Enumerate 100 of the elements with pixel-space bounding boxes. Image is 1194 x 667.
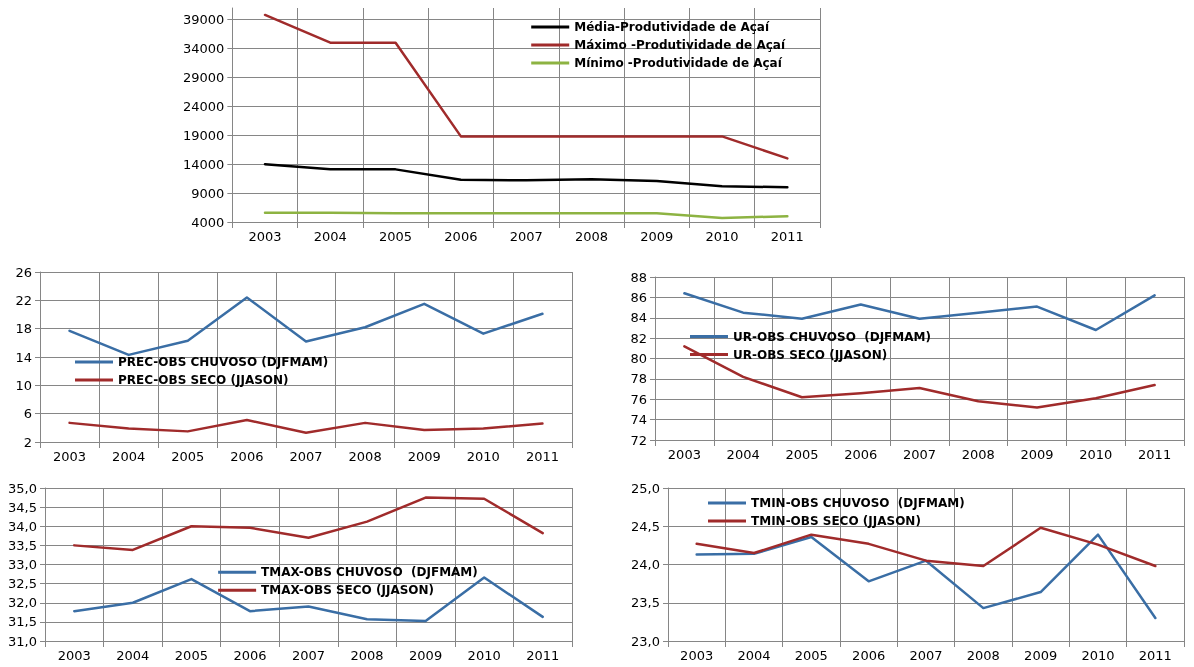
- x-tick-label: 2008: [350, 648, 384, 663]
- line-series: [263, 162, 789, 189]
- legend-label: PREC-OBS CHUVOSO (DJFMAM): [118, 355, 329, 370]
- y-tick-label: 34,5: [8, 499, 37, 515]
- x-tick-label: 2004: [116, 648, 150, 663]
- y-tick-label: 14: [15, 349, 32, 365]
- x-tick-label: 2011: [525, 449, 559, 464]
- legend-label: UR-OBS CHUVOSO (DJFMAM): [733, 329, 931, 344]
- x-tick-label: 2007: [909, 648, 943, 663]
- y-tick-label: 26: [15, 264, 32, 280]
- x-tick-label: 2010: [1081, 648, 1115, 663]
- y-tick-label: 2: [23, 434, 32, 450]
- x-tick-label: 2003: [248, 229, 282, 244]
- y-tick-label: 78: [630, 371, 647, 387]
- x-tick-label: 2004: [726, 447, 760, 462]
- x-tick-label: 2011: [770, 229, 804, 244]
- x-tick-label: 2005: [794, 648, 828, 663]
- y-tick-label: 33,0: [8, 557, 37, 572]
- x-tick-label: 2006: [444, 229, 478, 244]
- x-tick-label: 2004: [313, 229, 347, 244]
- y-tick-label: 24,5: [631, 518, 660, 534]
- x-tick-label: 2005: [171, 449, 205, 464]
- x-tick-label: 2009: [409, 648, 443, 663]
- y-tick-label: 9000: [191, 185, 225, 201]
- legend-label: UR-OBS SECO (JJASON): [733, 347, 888, 362]
- y-tick-label: 33,5: [8, 537, 37, 553]
- y-tick-label: 25,0: [631, 480, 660, 496]
- x-tick-label: 2004: [737, 648, 771, 663]
- y-tick-label: 39000: [183, 12, 225, 28]
- y-tick-label: 74: [630, 412, 647, 428]
- x-tick-label: 2005: [174, 648, 208, 663]
- x-tick-label: 2011: [526, 648, 560, 663]
- y-tick-label: 82: [630, 330, 647, 346]
- x-tick-label: 2006: [844, 447, 878, 462]
- legend-label: PREC-OBS SECO (JJASON): [118, 373, 289, 388]
- y-tick-label: 23,0: [631, 633, 660, 649]
- y-tick-label: 31,5: [8, 614, 37, 630]
- x-tick-label: 2011: [1138, 447, 1172, 462]
- y-tick-label: 32,0: [8, 595, 37, 611]
- legend-label: TMAX-OBS CHUVOSO (DJFMAM): [261, 565, 478, 580]
- legend-label: Média-Produtividade de Açaí: [574, 20, 770, 34]
- x-tick-label: 2003: [680, 648, 714, 663]
- y-tick-label: 18: [15, 321, 32, 337]
- x-tick-label: 2009: [407, 449, 441, 464]
- y-tick-label: 84: [630, 310, 647, 326]
- y-tick-label: 86: [630, 289, 647, 305]
- x-tick-label: 2004: [112, 449, 146, 464]
- x-tick-label: 2010: [467, 648, 501, 663]
- x-tick-label: 2007: [289, 449, 323, 464]
- y-tick-label: 88: [630, 269, 647, 285]
- x-tick-label: 2008: [348, 449, 382, 464]
- y-tick-label: 10: [15, 377, 32, 393]
- y-tick-label: 34,0: [8, 518, 37, 534]
- x-tick-label: 2010: [466, 449, 500, 464]
- line-series: [683, 292, 1156, 332]
- y-tick-label: 35,0: [8, 480, 37, 496]
- line-series: [695, 526, 1157, 568]
- x-tick-label: 2008: [961, 447, 995, 462]
- line-series: [263, 13, 789, 160]
- y-tick-label: 76: [630, 391, 647, 407]
- x-tick-label: 2003: [57, 648, 91, 663]
- x-tick-label: 2007: [509, 229, 543, 244]
- y-tick-label: 24,0: [631, 557, 660, 572]
- y-tick-label: 14000: [183, 156, 225, 172]
- y-tick-label: 23,5: [631, 595, 660, 611]
- y-tick-label: 72: [630, 432, 647, 448]
- y-tick-label: 29000: [183, 69, 225, 85]
- y-tick-label: 6: [23, 406, 32, 422]
- x-tick-label: 2005: [379, 229, 413, 244]
- y-tick-label: 31,0: [8, 633, 37, 649]
- x-tick-label: 2008: [966, 648, 1000, 663]
- x-tick-label: 2006: [233, 648, 267, 663]
- y-tick-label: 34000: [183, 40, 225, 56]
- line-series: [683, 345, 1156, 409]
- line-series: [73, 496, 544, 552]
- legend-label: Mínimo -Produtividade de Açaí: [574, 56, 783, 70]
- x-tick-label: 2003: [53, 449, 87, 464]
- legend-label: TMIN-OBS CHUVOSO (DJFMAM): [751, 496, 965, 510]
- x-tick-label: 2006: [852, 648, 886, 663]
- x-tick-label: 2007: [291, 648, 326, 663]
- x-tick-label: 2005: [785, 447, 819, 462]
- legend-label: Máximo -Produtividade de Açaí: [574, 38, 786, 52]
- line-series: [68, 296, 544, 357]
- line-series: [68, 418, 544, 435]
- x-tick-label: 2006: [230, 449, 264, 464]
- x-tick-label: 2010: [1079, 447, 1113, 462]
- y-tick-label: 80: [630, 351, 647, 366]
- x-tick-label: 2009: [640, 229, 674, 244]
- y-tick-label: 4000: [191, 214, 225, 230]
- legend-label: TMIN-OBS SECO (JJASON): [751, 514, 921, 528]
- x-tick-label: 2007: [902, 447, 937, 462]
- y-tick-label: 19000: [183, 127, 225, 143]
- y-tick-label: 24000: [183, 98, 225, 114]
- y-tick-label: 22: [15, 292, 32, 308]
- legend-label: TMAX-OBS SECO (JJASON): [261, 583, 435, 598]
- y-tick-label: 32,5: [8, 576, 37, 592]
- x-tick-label: 2010: [705, 229, 739, 244]
- x-tick-label: 2008: [574, 229, 609, 244]
- line-series: [695, 533, 1157, 620]
- x-tick-label: 2009: [1020, 447, 1054, 462]
